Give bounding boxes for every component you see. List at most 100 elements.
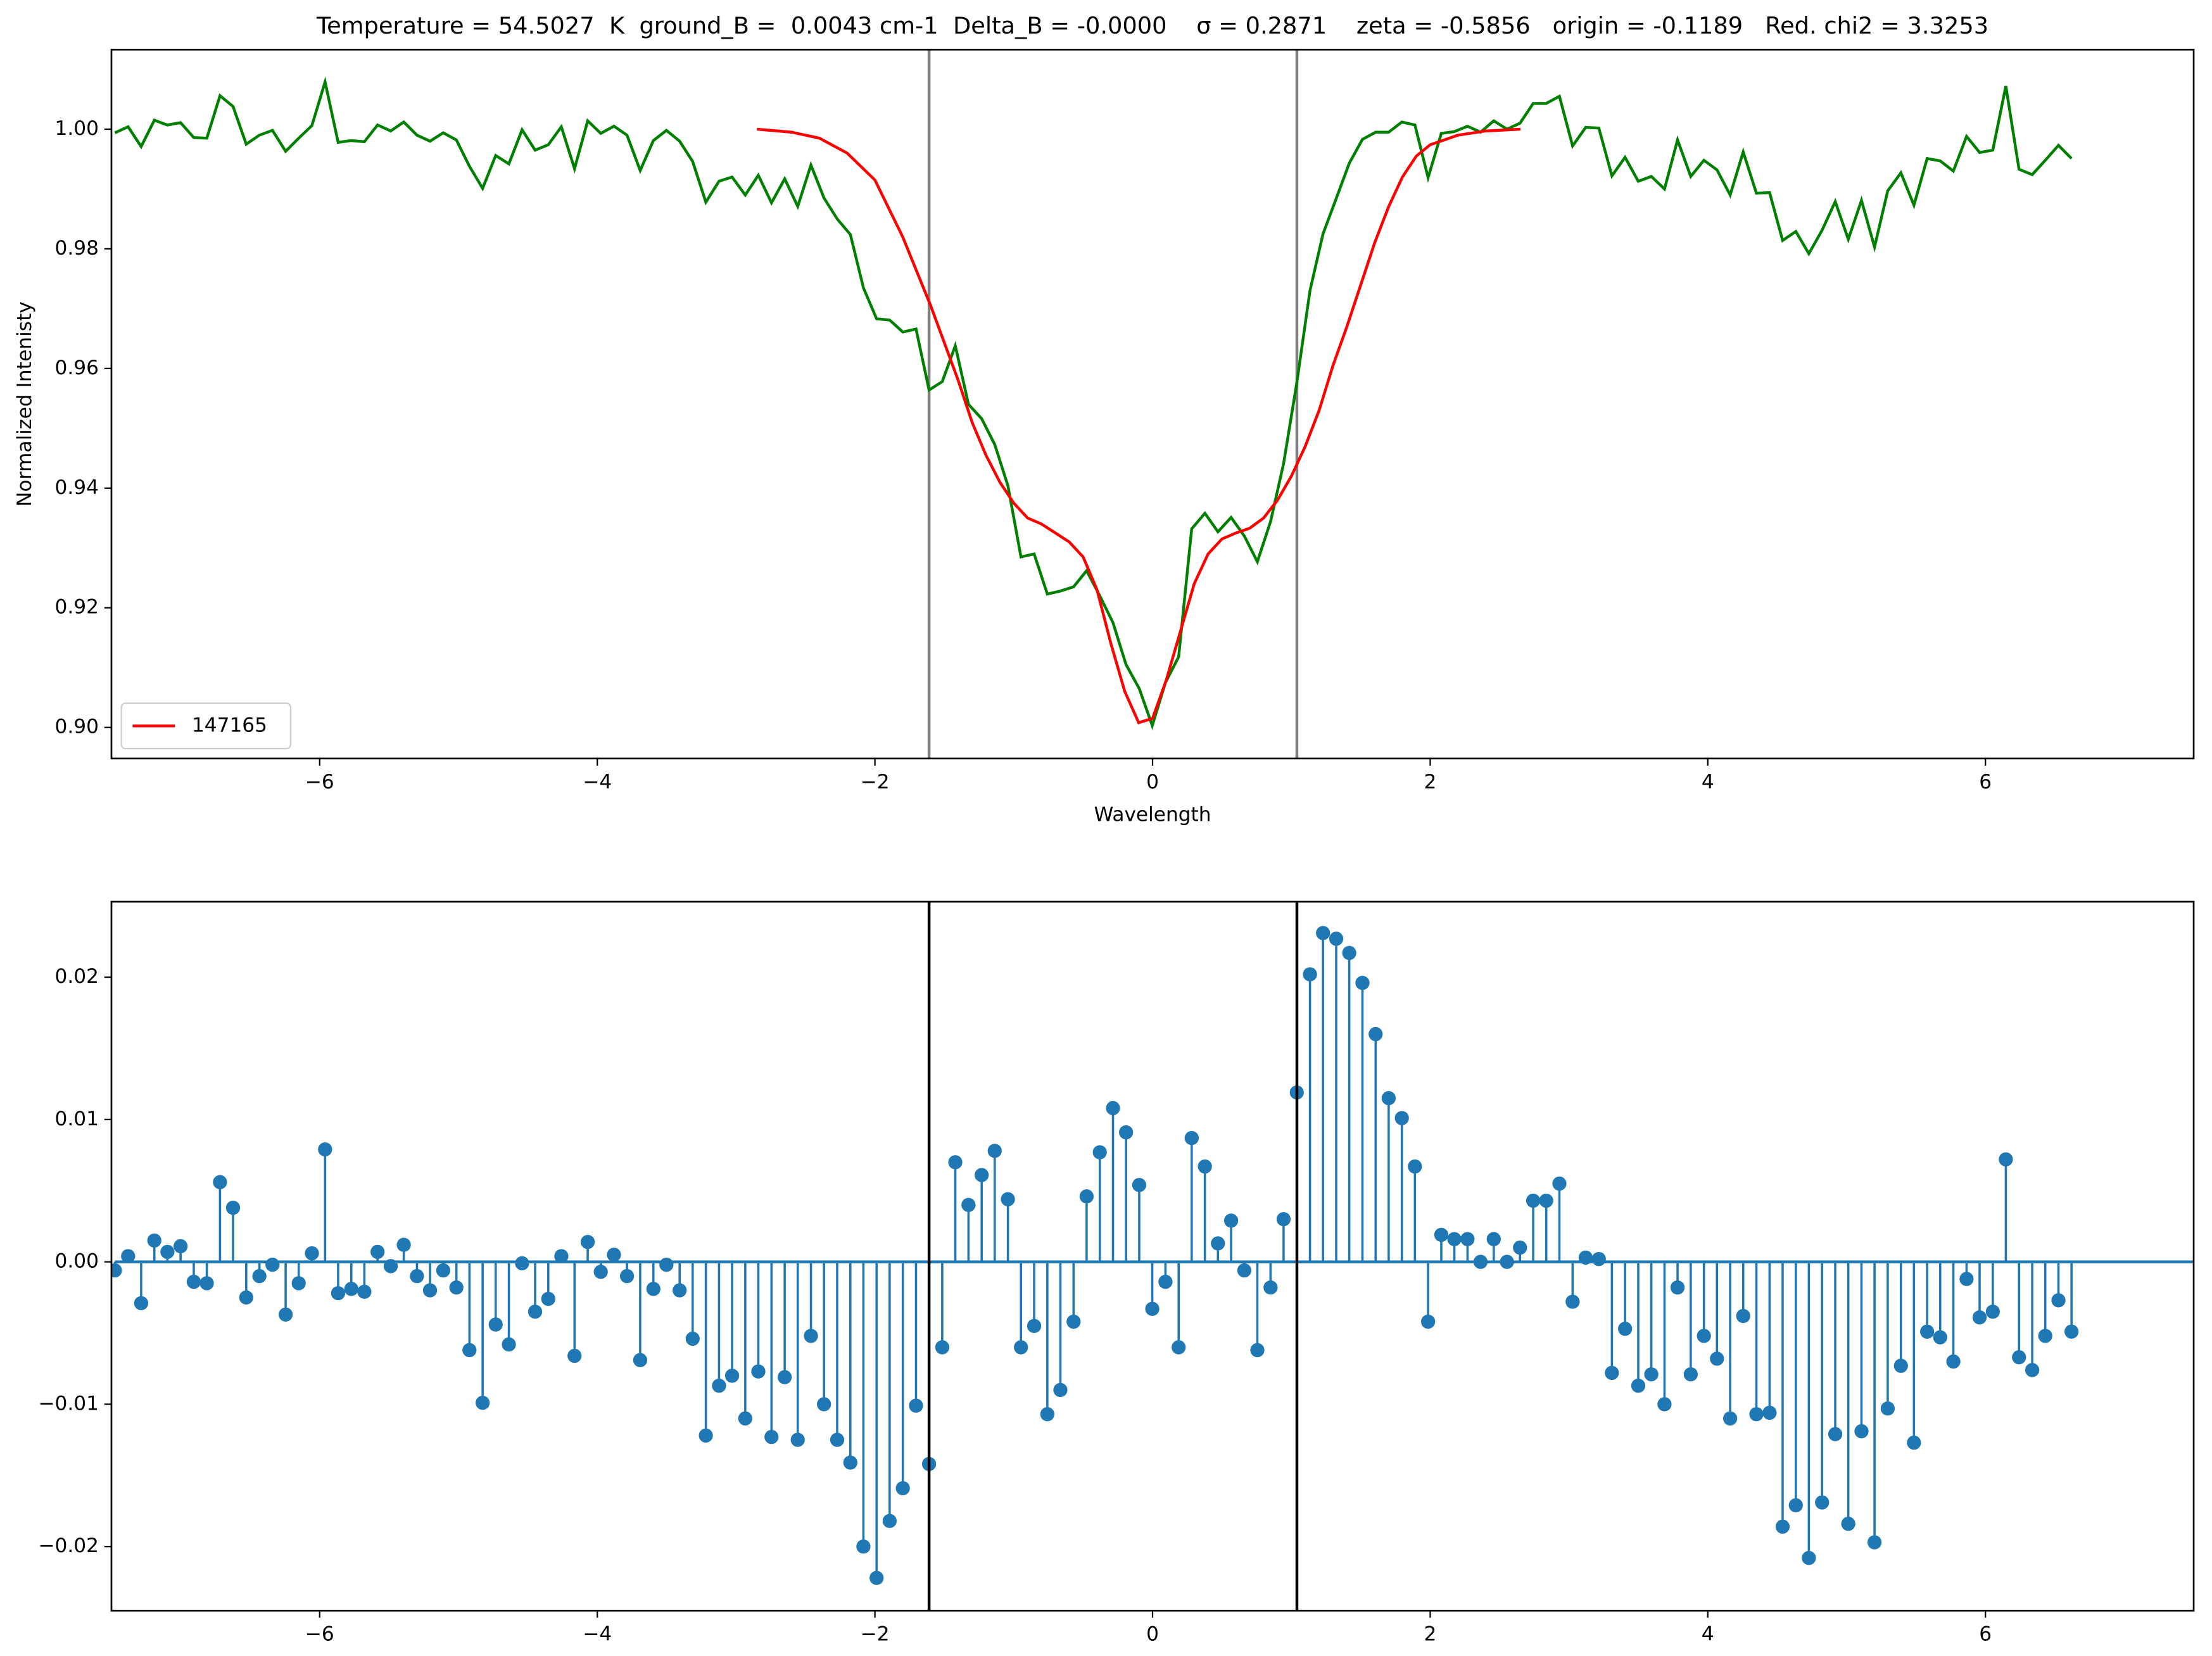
stem-marker — [1788, 1498, 1803, 1513]
stem-marker — [843, 1455, 857, 1470]
stem-marker — [975, 1168, 989, 1182]
stem-marker — [1237, 1263, 1252, 1278]
stem-marker — [1092, 1145, 1107, 1160]
stem-marker — [1867, 1535, 1882, 1550]
x-tick-label: −2 — [861, 771, 890, 793]
stem-marker — [225, 1201, 241, 1215]
stem-marker — [1014, 1340, 1028, 1355]
stem-marker — [1893, 1358, 1908, 1373]
stem-marker — [1710, 1351, 1724, 1366]
stem-marker — [305, 1246, 319, 1261]
stem-marker — [1473, 1255, 1488, 1269]
plot-area — [111, 901, 2194, 1611]
stem-marker — [751, 1364, 766, 1379]
legend-label: 147165 — [192, 714, 267, 736]
x-tick-label: −4 — [583, 771, 612, 793]
stem-marker — [580, 1234, 595, 1249]
stem-marker — [1001, 1192, 1015, 1206]
stem-marker — [1539, 1193, 1553, 1208]
stem-marker — [462, 1343, 477, 1358]
x-tick-label: 6 — [1979, 1622, 1992, 1645]
stem-marker — [357, 1284, 372, 1299]
stem-marker — [1447, 1232, 1462, 1246]
stem-marker — [1644, 1367, 1659, 1382]
x-tick-label: 6 — [1979, 771, 1992, 793]
stem-marker — [1999, 1152, 2013, 1166]
stem-marker — [436, 1263, 451, 1278]
stem-marker — [2064, 1324, 2079, 1339]
stem-marker — [764, 1429, 779, 1444]
stem-marker — [1526, 1193, 1541, 1208]
stem-marker — [160, 1244, 175, 1260]
stem-marker — [1591, 1251, 1606, 1267]
stem-marker — [515, 1256, 529, 1271]
stem-marker — [1198, 1159, 1212, 1174]
x-tick-label: −6 — [305, 1622, 334, 1645]
stem-marker — [1722, 1411, 1738, 1426]
stem-marker — [1749, 1406, 1764, 1422]
stem-marker — [1434, 1227, 1449, 1242]
stem-marker — [817, 1397, 831, 1412]
stem-marker — [2025, 1363, 2040, 1377]
stem-marker — [488, 1317, 503, 1332]
x-tick-label: 0 — [1146, 771, 1159, 793]
stem-marker — [410, 1268, 424, 1284]
stem-marker — [554, 1249, 569, 1263]
stem-marker — [1828, 1427, 1843, 1441]
stem-marker — [383, 1259, 398, 1274]
stem-marker — [1329, 932, 1344, 946]
stem-marker — [1368, 1027, 1383, 1042]
x-tick-label: −6 — [305, 771, 334, 793]
stem-marker — [830, 1432, 845, 1447]
stem-marker — [1657, 1397, 1672, 1412]
stem-marker — [1578, 1250, 1593, 1265]
stem-marker — [1053, 1382, 1068, 1398]
stem-marker — [1775, 1519, 1790, 1534]
stem-marker — [134, 1296, 149, 1311]
stem-marker — [121, 1249, 136, 1263]
stem-marker — [790, 1432, 805, 1447]
stem-marker — [1736, 1308, 1750, 1324]
stem-marker — [1460, 1232, 1475, 1246]
stem-marker — [2012, 1350, 2026, 1365]
stem-marker — [1552, 1176, 1567, 1191]
stem-marker — [213, 1175, 227, 1189]
stem-marker — [1972, 1310, 1987, 1325]
stem-marker — [738, 1411, 753, 1426]
stem-marker — [278, 1307, 293, 1322]
stem-marker — [1172, 1340, 1186, 1355]
stem-marker — [724, 1368, 740, 1383]
stem-marker — [1920, 1324, 1935, 1339]
stem-marker — [1316, 926, 1330, 940]
data-line — [114, 76, 2073, 730]
stem-marker — [331, 1286, 346, 1301]
stem-marker — [1066, 1314, 1081, 1329]
stem-marker — [541, 1291, 555, 1306]
stem-marker — [252, 1268, 267, 1284]
stem-marker — [174, 1239, 188, 1254]
stem-marker — [1959, 1272, 1974, 1286]
stem-marker — [1027, 1318, 1042, 1333]
stem-marker — [1263, 1280, 1278, 1295]
stem-marker — [1040, 1406, 1054, 1422]
y-tick-label: 0.94 — [55, 476, 99, 499]
stem-marker — [239, 1290, 253, 1305]
stem-marker — [1697, 1329, 1711, 1343]
x-tick-label: 2 — [1424, 771, 1437, 793]
stem-marker — [909, 1398, 923, 1413]
stem-marker — [186, 1274, 201, 1289]
stem-marker — [1841, 1517, 1855, 1531]
stem-marker — [291, 1276, 306, 1291]
stem-marker — [1158, 1274, 1173, 1289]
stem-marker — [265, 1257, 280, 1272]
x-tick-label: 0 — [1146, 1622, 1159, 1645]
stem-marker — [1815, 1495, 1830, 1510]
y-tick-label: −0.02 — [38, 1534, 99, 1557]
stem-marker — [199, 1276, 214, 1291]
stem-marker — [2051, 1293, 2066, 1308]
stem-marker — [1223, 1213, 1239, 1228]
stem-marker — [869, 1571, 884, 1585]
x-tick-label: −2 — [861, 1622, 890, 1645]
stem-marker — [856, 1539, 871, 1554]
